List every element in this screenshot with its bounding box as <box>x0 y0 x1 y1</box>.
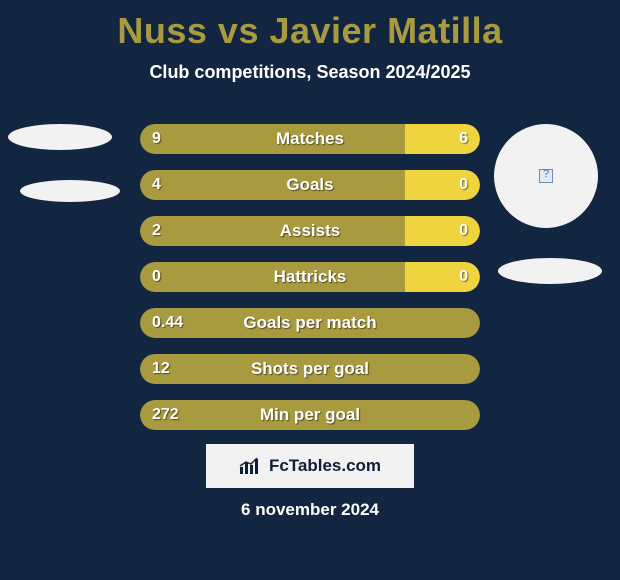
placeholder-icon <box>539 169 553 183</box>
player-right-shadow <box>498 258 602 284</box>
stat-bar-left <box>140 124 405 154</box>
player-left-avatar-upper <box>8 124 112 150</box>
stat-bar-row: 00Hattricks <box>140 262 480 292</box>
branding-badge: FcTables.com <box>206 444 414 488</box>
stat-bar-left <box>140 170 405 200</box>
player-right-avatar <box>494 124 598 228</box>
stat-bar-full <box>140 354 480 384</box>
stat-bar-row: 96Matches <box>140 124 480 154</box>
date-label: 6 november 2024 <box>0 500 620 520</box>
stat-bar-right <box>405 124 480 154</box>
chart-icon <box>239 457 263 475</box>
stat-bar-row: 0.44Goals per match <box>140 308 480 338</box>
stat-bars: 96Matches 40Goals 20Assists 00Hattricks 0.44… <box>140 124 480 446</box>
stat-bar-left <box>140 262 405 292</box>
player-left-avatar-lower <box>20 180 120 202</box>
page-title: Nuss vs Javier Matilla <box>0 0 620 52</box>
page-subtitle: Club competitions, Season 2024/2025 <box>0 62 620 83</box>
stat-bar-left <box>140 216 405 246</box>
stat-bar-right <box>405 170 480 200</box>
stat-bar-right <box>405 216 480 246</box>
stat-bar-full <box>140 308 480 338</box>
stat-bar-row: 20Assists <box>140 216 480 246</box>
stat-bar-right <box>405 262 480 292</box>
stat-bar-row: 40Goals <box>140 170 480 200</box>
stat-bar-full <box>140 400 480 430</box>
stat-bar-row: 272Min per goal <box>140 400 480 430</box>
stat-bar-row: 12Shots per goal <box>140 354 480 384</box>
branding-text: FcTables.com <box>269 456 381 476</box>
